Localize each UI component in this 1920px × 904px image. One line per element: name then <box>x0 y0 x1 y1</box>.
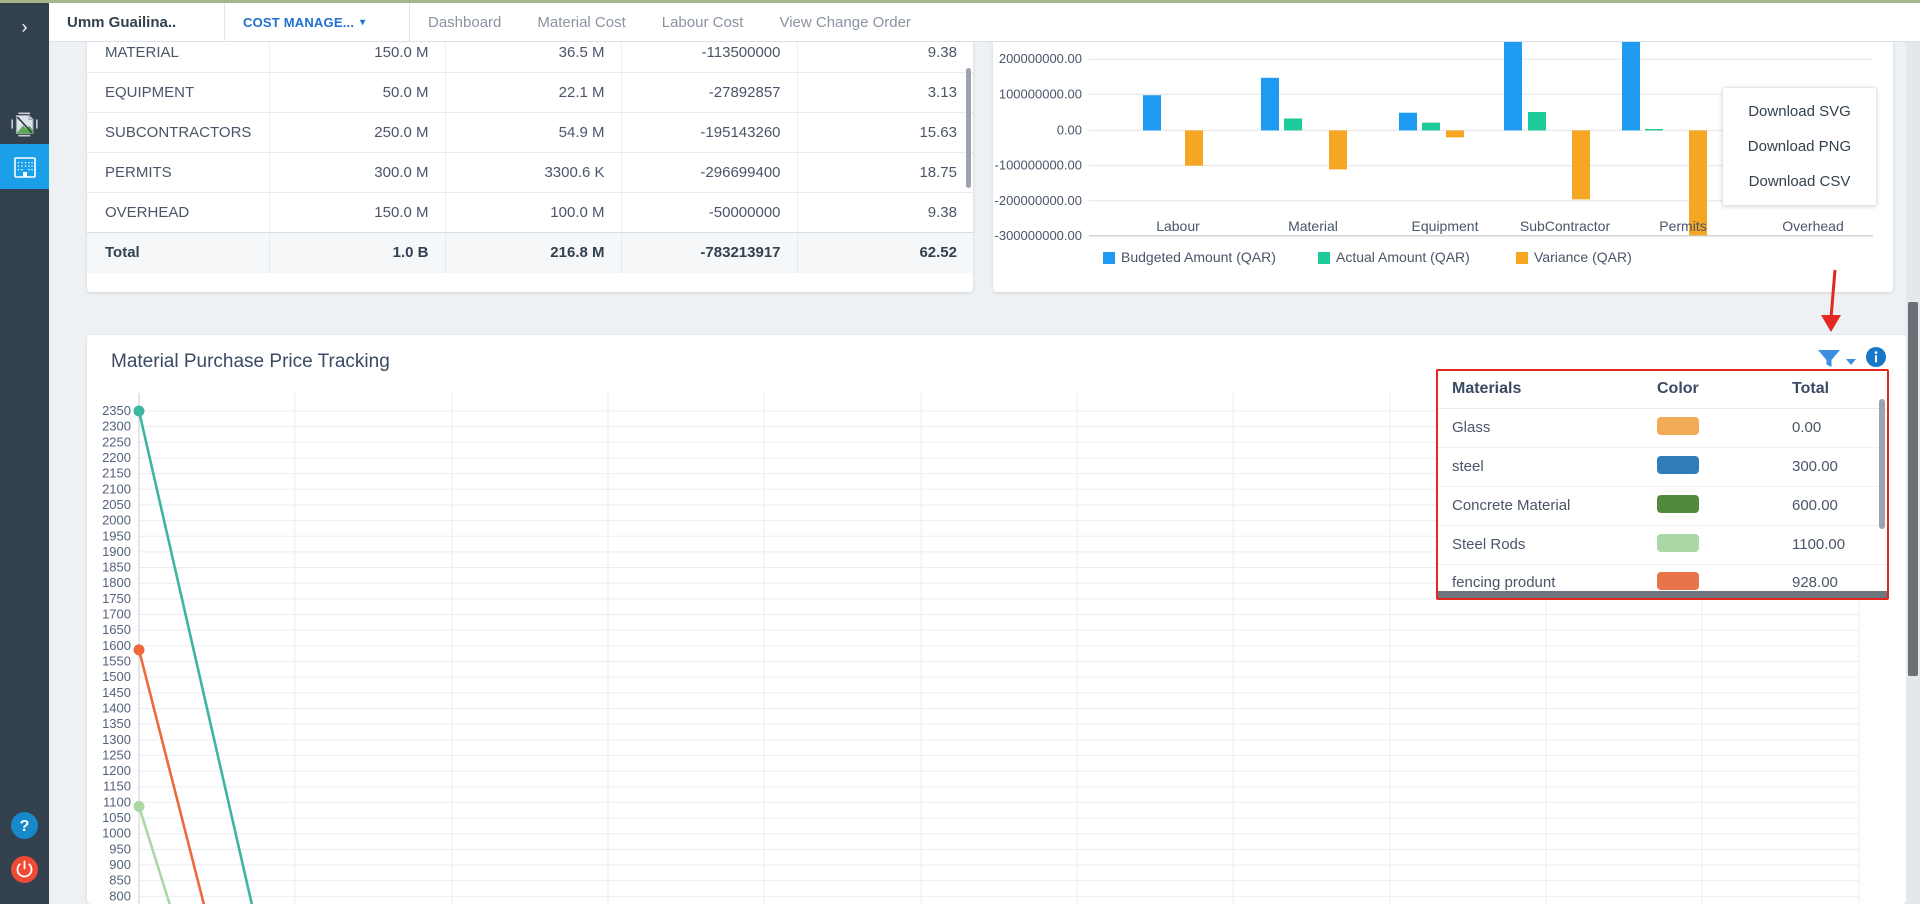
svg-text:1000: 1000 <box>102 826 131 841</box>
svg-text:2000: 2000 <box>102 513 131 528</box>
svg-text:1850: 1850 <box>102 560 131 575</box>
svg-text:1500: 1500 <box>102 669 131 684</box>
svg-text:1250: 1250 <box>102 747 131 762</box>
svg-text:?: ? <box>20 818 30 835</box>
svg-text:Overhead: Overhead <box>1782 218 1843 234</box>
svg-text:1900: 1900 <box>102 544 131 559</box>
svg-text:1550: 1550 <box>102 654 131 669</box>
svg-text:1150: 1150 <box>103 779 131 794</box>
svg-text:2350: 2350 <box>102 403 131 418</box>
svg-text:900: 900 <box>109 857 131 872</box>
svg-text:1950: 1950 <box>102 528 131 543</box>
svg-text:100000000.00: 100000000.00 <box>999 86 1082 101</box>
svg-text:2050: 2050 <box>102 497 131 512</box>
svg-text:1750: 1750 <box>102 591 131 606</box>
svg-text:2100: 2100 <box>102 481 131 496</box>
svg-text:1650: 1650 <box>102 622 131 637</box>
svg-text:-100000000.00: -100000000.00 <box>995 158 1082 173</box>
svg-text:Material: Material <box>1288 218 1338 234</box>
svg-text:1300: 1300 <box>102 732 131 747</box>
svg-text:Variance (QAR): Variance (QAR) <box>1534 249 1632 265</box>
svg-text:800: 800 <box>109 888 131 903</box>
svg-text:Permits: Permits <box>1659 218 1706 234</box>
svg-text:1800: 1800 <box>102 575 131 590</box>
svg-text:Actual Amount (QAR): Actual Amount (QAR) <box>1336 249 1470 265</box>
svg-text:2150: 2150 <box>102 466 131 481</box>
svg-text:1600: 1600 <box>102 638 131 653</box>
svg-text:2200: 2200 <box>102 450 131 465</box>
svg-text:1200: 1200 <box>102 763 131 778</box>
svg-text:1050: 1050 <box>102 810 131 825</box>
svg-text:Labour: Labour <box>1156 218 1200 234</box>
svg-text:2300: 2300 <box>102 419 131 434</box>
svg-text:SubContractor: SubContractor <box>1520 218 1611 234</box>
svg-text:-300000000.00: -300000000.00 <box>995 228 1082 243</box>
svg-text:950: 950 <box>109 841 131 856</box>
svg-text:1400: 1400 <box>102 700 131 715</box>
svg-text:1450: 1450 <box>102 685 131 700</box>
svg-text:2250: 2250 <box>102 434 131 449</box>
svg-text:0.00: 0.00 <box>1057 122 1082 137</box>
svg-text:Budgeted Amount (QAR): Budgeted Amount (QAR) <box>1121 249 1276 265</box>
svg-text:1100: 1100 <box>103 794 131 809</box>
svg-text:200000000.00: 200000000.00 <box>999 51 1082 66</box>
svg-text:Equipment: Equipment <box>1412 218 1479 234</box>
svg-text:-200000000.00: -200000000.00 <box>995 193 1082 208</box>
svg-text:1350: 1350 <box>102 716 131 731</box>
svg-text:850: 850 <box>109 873 131 888</box>
svg-text:1700: 1700 <box>102 607 131 622</box>
